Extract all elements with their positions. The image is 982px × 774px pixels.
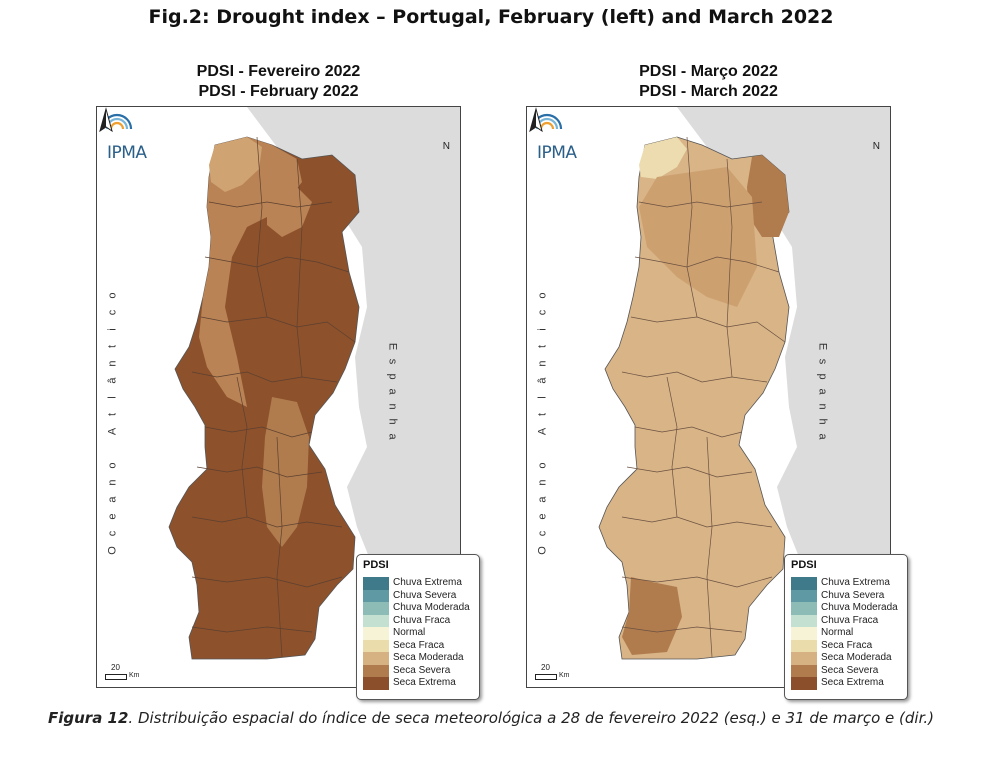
legend-label: Seca Extrema — [393, 677, 456, 690]
legend-label: Seca Severa — [393, 665, 450, 678]
legend-item: Seca Extrema — [791, 677, 903, 690]
map-title-pt: PDSI - Fevereiro 2022 — [96, 62, 461, 82]
scale-unit: Km — [559, 672, 570, 679]
legend-item: Seca Fraca — [791, 640, 903, 653]
legend-title: PDSI — [363, 559, 389, 571]
legend-swatch — [791, 577, 817, 590]
logo-text: IPMA — [107, 143, 147, 163]
scale-bar: 20 Km — [535, 665, 575, 683]
legend-swatch — [363, 652, 389, 665]
north-arrow-icon — [97, 107, 115, 143]
legend-item: Seca Moderada — [791, 652, 903, 665]
legend-item: Chuva Severa — [791, 590, 903, 603]
legend-label: Chuva Extrema — [393, 577, 462, 590]
legend-item: Seca Moderada — [363, 652, 475, 665]
legend-label: Seca Fraca — [393, 640, 444, 653]
legend-swatch — [363, 665, 389, 678]
legend-item: Normal — [791, 627, 903, 640]
caption-text: . Distribuição espacial do índice de sec… — [128, 709, 934, 727]
legend-swatch — [363, 577, 389, 590]
north-label: N — [873, 141, 880, 152]
legend-swatch — [791, 627, 817, 640]
legend-label: Chuva Moderada — [821, 602, 898, 615]
map-title-en: PDSI - February 2022 — [96, 82, 461, 102]
legend-label: Seca Extrema — [821, 677, 884, 690]
map-panel-march: PDSI - Março 2022 PDSI - March 2022 — [526, 60, 891, 692]
legend-label: Seca Moderada — [821, 652, 892, 665]
legend-item: Seca Fraca — [363, 640, 475, 653]
map-title-en: PDSI - March 2022 — [526, 82, 891, 102]
legend-label: Chuva Fraca — [821, 615, 878, 628]
legend-item: Chuva Extrema — [363, 577, 475, 590]
legend-label: Chuva Moderada — [393, 602, 470, 615]
legend-swatch — [791, 602, 817, 615]
legend-label: Normal — [393, 627, 425, 640]
scale-value: 20 — [111, 663, 120, 672]
logo-text: IPMA — [537, 143, 577, 163]
legend-swatch — [363, 615, 389, 628]
legend-label: Seca Severa — [821, 665, 878, 678]
legend-item: Seca Severa — [363, 665, 475, 678]
caption-label: Figura 12 — [48, 709, 128, 727]
legend-item: Chuva Moderada — [791, 602, 903, 615]
legend-label: Normal — [821, 627, 853, 640]
legend-title: PDSI — [791, 559, 817, 571]
legend-item: Normal — [363, 627, 475, 640]
legend-swatch — [363, 640, 389, 653]
legend: PDSI Chuva Extrema Chuva Severa Chuva Mode… — [356, 554, 480, 700]
scale-bar: 20 Km — [105, 665, 145, 683]
legend-item: Seca Severa — [791, 665, 903, 678]
legend-swatch — [791, 652, 817, 665]
scale-bar-graphic — [105, 674, 127, 680]
map-title-pt: PDSI - Março 2022 — [526, 62, 891, 82]
legend-swatch — [363, 627, 389, 640]
figure-title: Fig.2: Drought index – Portugal, Februar… — [0, 6, 982, 28]
scale-unit: Km — [129, 672, 140, 679]
legend-item: Chuva Moderada — [363, 602, 475, 615]
legend-label: Chuva Severa — [393, 590, 456, 603]
legend-item: Seca Extrema — [363, 677, 475, 690]
legend-swatch — [363, 602, 389, 615]
legend-swatch — [791, 615, 817, 628]
legend-label: Seca Moderada — [393, 652, 464, 665]
legend-item: Chuva Fraca — [363, 615, 475, 628]
scale-value: 20 — [541, 663, 550, 672]
legend-label: Chuva Extrema — [821, 577, 890, 590]
legend-swatch — [791, 640, 817, 653]
north-label: N — [443, 141, 450, 152]
legend-label: Chuva Severa — [821, 590, 884, 603]
legend-swatch — [791, 665, 817, 678]
figure-caption: Figura 12. Distribuição espacial do índi… — [0, 706, 982, 731]
legend-item: Chuva Extrema — [791, 577, 903, 590]
legend-swatch — [791, 590, 817, 603]
legend-label: Chuva Fraca — [393, 615, 450, 628]
legend-item: Chuva Severa — [363, 590, 475, 603]
legend-swatch — [363, 677, 389, 690]
legend-swatch — [791, 677, 817, 690]
legend: PDSI Chuva Extrema Chuva Severa Chuva Mode… — [784, 554, 908, 700]
legend-swatch — [363, 590, 389, 603]
map-panel-february: PDSI - Fevereiro 2022 PDSI - February 20… — [96, 60, 461, 692]
legend-label: Seca Fraca — [821, 640, 872, 653]
legend-item: Chuva Fraca — [791, 615, 903, 628]
scale-bar-graphic — [535, 674, 557, 680]
north-arrow-icon — [527, 107, 545, 143]
